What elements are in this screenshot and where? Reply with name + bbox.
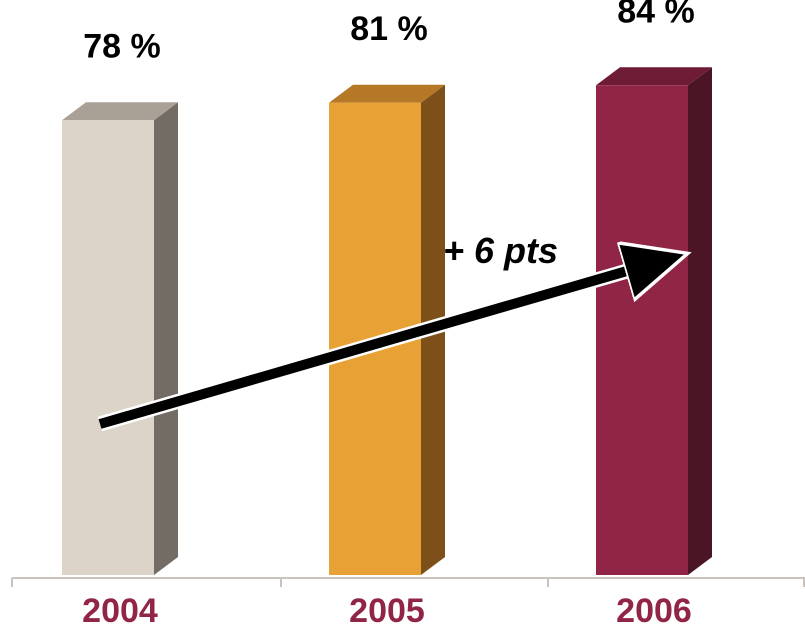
bar-2006	[596, 67, 712, 575]
bar-top-2005	[329, 84, 445, 103]
bar-side-2006	[688, 67, 712, 575]
bars-layer	[62, 67, 712, 576]
x-axis	[11, 577, 805, 587]
bar-side-2004	[154, 102, 178, 575]
category-label-2005: 2005	[349, 592, 425, 626]
trend-annotation: + 6 pts	[97, 230, 658, 432]
value-label-2006: 84 %	[617, 0, 695, 30]
bar-2004	[62, 102, 178, 575]
bar-front-2004	[62, 120, 154, 575]
category-label-2006: 2006	[616, 592, 692, 626]
category-label-2004: 2004	[82, 592, 158, 626]
trend-arrow	[98, 262, 658, 429]
bar-top-2006	[596, 67, 712, 86]
bar-front-2006	[596, 85, 688, 575]
trend-label: + 6 pts	[443, 230, 558, 271]
value-label-2005: 81 %	[350, 10, 428, 48]
bar-top-2004	[62, 102, 178, 121]
labels-layer: 78 % 2004 81 % 2005 84 % 2006	[82, 0, 695, 626]
value-label-2004: 78 %	[83, 27, 161, 65]
